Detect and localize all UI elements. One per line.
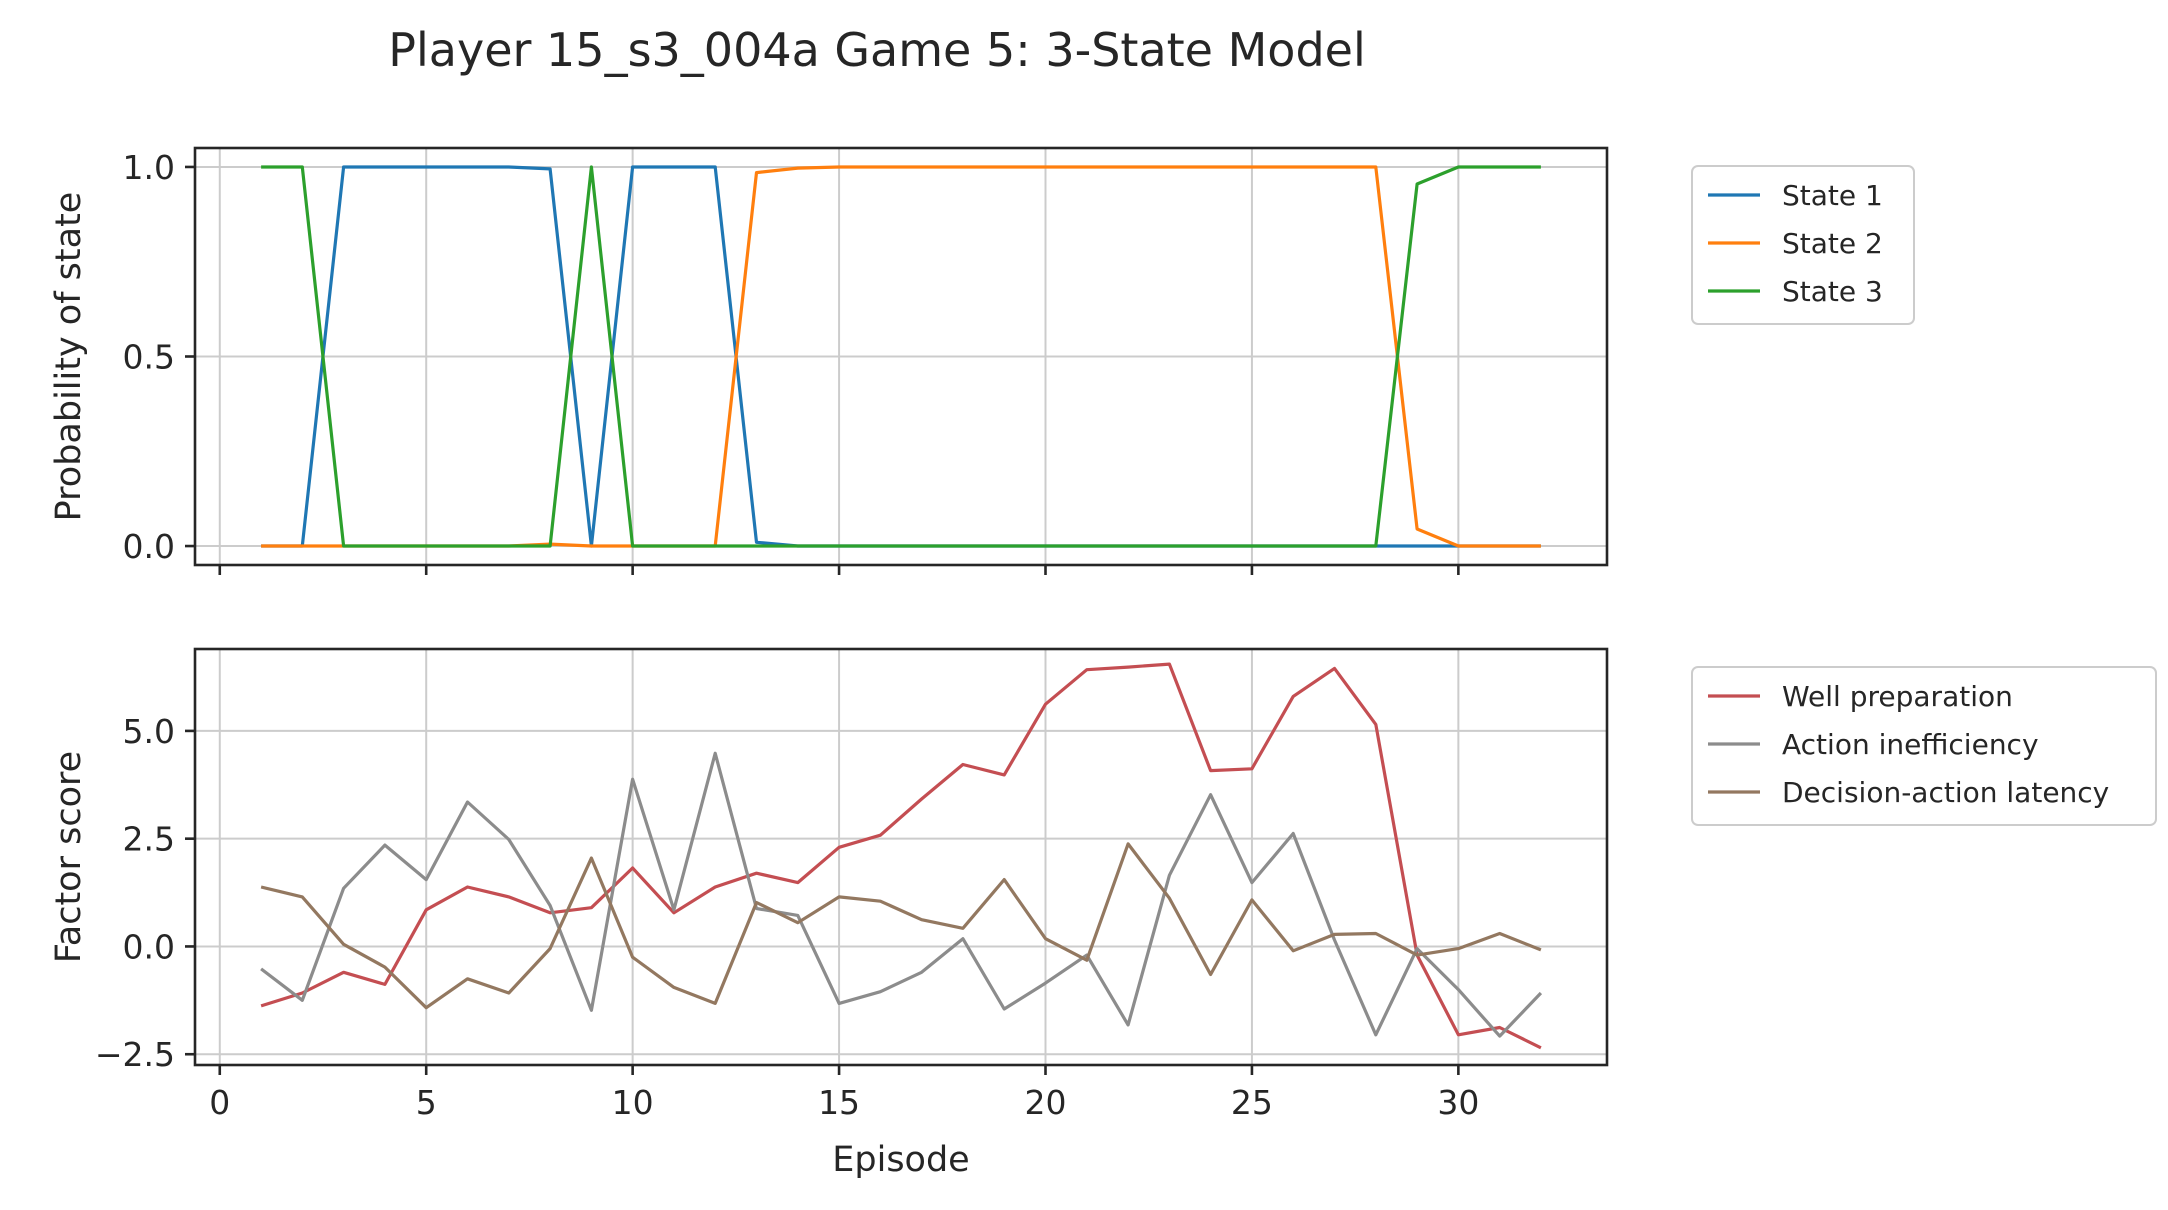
ytick-label: 5.0 xyxy=(123,712,175,751)
panel1-legend: Well preparation Action inefficiency Decis… xyxy=(1691,666,2157,826)
series-line-action-inefficiency xyxy=(260,751,1543,1038)
factor-score-panel: 0 5 10 15 20 25 30 −2.5 0.0 2.5 5.0 Factor score Epi… xyxy=(49,647,2157,1180)
xtick-label: 15 xyxy=(818,1083,860,1122)
xtick-label: 5 xyxy=(416,1083,437,1122)
x-axis-label: Episode xyxy=(832,1140,969,1180)
panel1-axes-frame xyxy=(193,647,1609,1067)
series-line-state-3 xyxy=(261,165,1541,548)
series-line-decision-action-latency xyxy=(260,842,1542,1010)
xtick-label: 10 xyxy=(612,1083,654,1122)
xtick-label: 25 xyxy=(1231,1083,1273,1122)
legend-label: Action inefficiency xyxy=(1782,728,2039,761)
ytick-label: 2.5 xyxy=(123,820,175,859)
xtick-label: 20 xyxy=(1025,1083,1067,1122)
legend-label: State 2 xyxy=(1782,227,1883,260)
y-axis-label: Factor score xyxy=(49,751,89,963)
legend-box xyxy=(1691,666,2157,826)
legend-label: Decision-action latency xyxy=(1782,776,2109,809)
ytick-label: 1.0 xyxy=(123,148,175,187)
legend-label: State 1 xyxy=(1782,179,1883,212)
legend-label: Well preparation xyxy=(1782,680,2013,713)
xtick-label: 30 xyxy=(1437,1083,1479,1122)
chart-title: Player 15_s3_004a Game 5: 3-State Model xyxy=(388,23,1365,77)
legend-label: State 3 xyxy=(1782,275,1883,308)
ytick-label: 0.5 xyxy=(123,338,175,377)
ytick-label: 0.0 xyxy=(123,527,175,566)
xtick-label: 0 xyxy=(209,1083,230,1122)
ytick-label: −2.5 xyxy=(95,1035,175,1074)
y-axis-label: Probability of state xyxy=(49,192,89,522)
ytick-label: 0.0 xyxy=(123,927,175,966)
series-line-well-preparation xyxy=(260,662,1542,1050)
legend-box xyxy=(1691,165,1915,325)
panel0-legend: State 1 State 2 State 3 xyxy=(1691,165,1915,325)
